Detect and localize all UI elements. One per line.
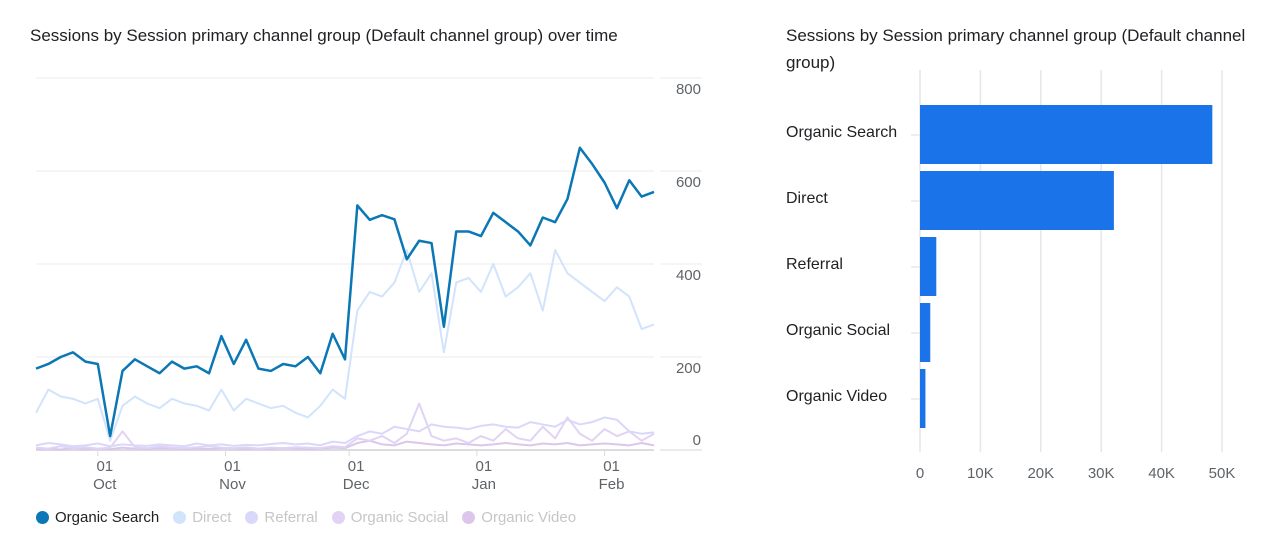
bar-x-tick-label: 30K: [1088, 465, 1115, 482]
legend-item-organic-search[interactable]: Organic Search: [36, 509, 159, 526]
legend-item-organic-video[interactable]: Organic Video: [462, 509, 576, 526]
bar-organic-social: [920, 303, 931, 362]
x-tick-day: 01: [224, 458, 241, 475]
bar-chart-title: Sessions by Session primary channel grou…: [786, 26, 1246, 72]
legend-label: Organic Social: [350, 509, 449, 526]
bar-x-tick-label: 50K: [1209, 465, 1236, 482]
bar-category-label: Organic Video: [786, 388, 888, 405]
legend-item-referral[interactable]: Referral: [245, 509, 318, 526]
legend-label: Organic Search: [55, 509, 160, 526]
legend-dot-icon: [331, 511, 345, 524]
bar-x-tick-label: 10K: [967, 465, 994, 482]
series-line-referral: [35, 416, 655, 448]
legend-label: Organic Video: [481, 509, 577, 526]
bar-x-tick-label: 40K: [1148, 465, 1175, 482]
y-tick-label: 600: [676, 174, 701, 191]
line-chart-title: Sessions by Session primary channel grou…: [30, 26, 618, 45]
x-tick-month: Jan: [472, 476, 496, 493]
bar-direct: [920, 171, 1114, 230]
bar-x-tick-label: 20K: [1027, 465, 1054, 482]
x-tick-day: 01: [96, 458, 113, 475]
bar-category-label: Organic Search: [786, 124, 898, 141]
legend-item-direct[interactable]: Direct: [173, 509, 231, 526]
x-tick-day: 01: [603, 458, 620, 475]
bar-organic-search: [920, 105, 1213, 164]
legend-dot-icon: [173, 511, 187, 524]
x-tick-day: 01: [475, 458, 492, 475]
legend-dot-icon: [462, 511, 476, 524]
bar-category-label: Direct: [786, 190, 828, 207]
line-chart-legend: Organic Search Direct Referral Organic Soci…: [36, 509, 576, 526]
legend-dot-icon: [36, 511, 49, 524]
series-line-organic-social: [35, 402, 655, 450]
bar-category-label: Referral: [786, 256, 843, 273]
bar-organic-video: [920, 369, 926, 428]
legend-label: Direct: [192, 509, 232, 526]
y-tick-label: 200: [676, 360, 701, 377]
bar-category-label: Organic Social: [786, 322, 891, 339]
x-tick-month: Nov: [219, 476, 246, 493]
y-tick-label: 400: [676, 267, 701, 284]
legend-dot-icon: [245, 511, 259, 524]
x-tick-month: Feb: [599, 476, 625, 493]
x-tick-month: Dec: [343, 476, 370, 493]
legend-label: Referral: [264, 509, 318, 526]
series-line-organic-search: [35, 146, 655, 438]
bar-x-tick-label: 0: [916, 465, 924, 482]
y-tick-label: 800: [676, 81, 701, 98]
y-tick-label: 0: [693, 432, 701, 449]
x-tick-day: 01: [348, 458, 365, 475]
legend-item-organic-social[interactable]: Organic Social: [331, 509, 449, 526]
bar-referral: [920, 237, 937, 296]
x-tick-month: Oct: [93, 476, 117, 493]
series-line-direct: [35, 249, 655, 442]
